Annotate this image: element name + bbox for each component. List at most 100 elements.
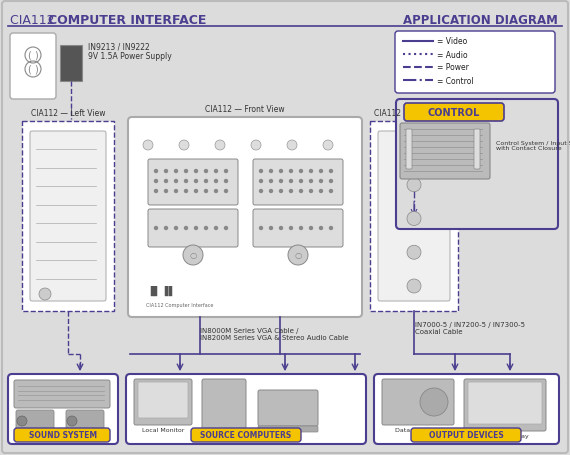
FancyBboxPatch shape: [411, 428, 521, 442]
Text: CIA112 Computer Interface: CIA112 Computer Interface: [146, 302, 213, 307]
FancyBboxPatch shape: [148, 160, 238, 206]
Circle shape: [407, 212, 421, 226]
Circle shape: [205, 190, 207, 193]
FancyBboxPatch shape: [258, 390, 318, 426]
FancyBboxPatch shape: [468, 382, 542, 424]
Circle shape: [259, 227, 263, 230]
Circle shape: [310, 190, 312, 193]
Circle shape: [329, 180, 332, 183]
Circle shape: [323, 141, 333, 151]
Circle shape: [270, 180, 272, 183]
Text: Control System / Input Selector Button
with Contact Closure: Control System / Input Selector Button w…: [496, 140, 570, 151]
Circle shape: [287, 141, 297, 151]
Circle shape: [259, 170, 263, 173]
FancyBboxPatch shape: [148, 210, 238, 248]
Text: CIA112 — Right View: CIA112 — Right View: [374, 109, 454, 118]
Text: PC: PC: [220, 433, 228, 438]
Circle shape: [299, 227, 303, 230]
Circle shape: [310, 170, 312, 173]
FancyBboxPatch shape: [126, 374, 366, 444]
Circle shape: [225, 180, 227, 183]
Circle shape: [407, 145, 421, 159]
Circle shape: [174, 190, 177, 193]
FancyBboxPatch shape: [400, 124, 490, 180]
Text: IN9213 / IN9222
9V 1.5A Power Supply: IN9213 / IN9222 9V 1.5A Power Supply: [88, 42, 172, 61]
Text: CIA112: CIA112: [10, 14, 59, 27]
FancyBboxPatch shape: [16, 410, 54, 432]
Circle shape: [185, 227, 188, 230]
Circle shape: [279, 190, 283, 193]
Circle shape: [174, 170, 177, 173]
Circle shape: [165, 170, 168, 173]
FancyBboxPatch shape: [395, 32, 555, 94]
Text: IN7000-5 / IN7200-5 / IN7300-5
Coaxial Cable: IN7000-5 / IN7200-5 / IN7300-5 Coaxial C…: [415, 321, 525, 334]
Circle shape: [205, 170, 207, 173]
Text: ○: ○: [189, 251, 197, 260]
Circle shape: [320, 227, 323, 230]
Circle shape: [329, 227, 332, 230]
Circle shape: [225, 227, 227, 230]
Circle shape: [185, 180, 188, 183]
FancyBboxPatch shape: [464, 379, 546, 431]
Text: CIA112 — Front View: CIA112 — Front View: [205, 105, 285, 114]
Circle shape: [174, 180, 177, 183]
Circle shape: [17, 416, 27, 426]
FancyBboxPatch shape: [128, 118, 362, 317]
Circle shape: [194, 180, 197, 183]
Circle shape: [299, 170, 303, 173]
Text: ▐▌▐▌: ▐▌▐▌: [146, 285, 176, 295]
Text: IN8000M Series VGA Cable /
IN8200M Series VGA & Stereo Audio Cable: IN8000M Series VGA Cable / IN8200M Serie…: [200, 327, 348, 340]
Text: SOURCE COMPUTERS: SOURCE COMPUTERS: [201, 430, 292, 440]
Circle shape: [259, 180, 263, 183]
Circle shape: [39, 288, 51, 300]
Text: APPLICATION DIAGRAM: APPLICATION DIAGRAM: [403, 14, 558, 27]
Text: = Control: = Control: [437, 76, 474, 86]
Circle shape: [154, 180, 157, 183]
Circle shape: [299, 180, 303, 183]
Text: Plasma Display: Plasma Display: [481, 433, 529, 438]
Circle shape: [154, 190, 157, 193]
Bar: [370, 122, 458, 311]
FancyBboxPatch shape: [258, 426, 318, 432]
Circle shape: [290, 180, 292, 183]
Circle shape: [310, 180, 312, 183]
Text: COMPUTER INTERFACE: COMPUTER INTERFACE: [48, 14, 206, 27]
Circle shape: [320, 170, 323, 173]
Text: ( ): ( ): [27, 51, 38, 61]
Text: ( ): ( ): [27, 65, 38, 75]
Text: = Video: = Video: [437, 37, 467, 46]
FancyBboxPatch shape: [382, 379, 454, 425]
FancyBboxPatch shape: [253, 210, 343, 248]
Circle shape: [270, 190, 272, 193]
Circle shape: [329, 170, 332, 173]
Circle shape: [329, 190, 332, 193]
Circle shape: [320, 190, 323, 193]
Circle shape: [214, 180, 218, 183]
Circle shape: [185, 170, 188, 173]
Circle shape: [259, 190, 263, 193]
FancyBboxPatch shape: [404, 104, 504, 122]
FancyBboxPatch shape: [138, 382, 188, 418]
FancyBboxPatch shape: [14, 380, 110, 408]
Circle shape: [290, 170, 292, 173]
FancyBboxPatch shape: [30, 131, 106, 301]
Circle shape: [279, 170, 283, 173]
Circle shape: [407, 246, 421, 260]
Text: OUTPUT DEVICES: OUTPUT DEVICES: [429, 430, 504, 440]
Circle shape: [154, 227, 157, 230]
Circle shape: [194, 190, 197, 193]
Circle shape: [225, 170, 227, 173]
Circle shape: [299, 190, 303, 193]
Circle shape: [407, 279, 421, 293]
Circle shape: [310, 227, 312, 230]
Circle shape: [179, 141, 189, 151]
FancyBboxPatch shape: [378, 131, 450, 301]
FancyBboxPatch shape: [134, 379, 192, 425]
Circle shape: [407, 178, 421, 192]
Circle shape: [288, 245, 308, 265]
FancyBboxPatch shape: [8, 374, 118, 444]
Circle shape: [320, 180, 323, 183]
Bar: [22, 122, 114, 311]
Circle shape: [194, 170, 197, 173]
Circle shape: [205, 227, 207, 230]
